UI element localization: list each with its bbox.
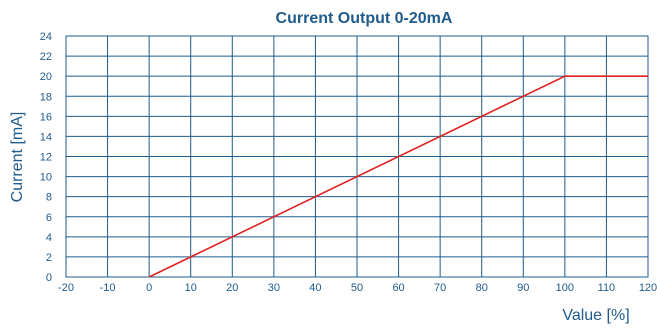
- y-tick-label: 12: [40, 152, 52, 164]
- x-tick-label: -20: [58, 282, 74, 294]
- y-tick-label: 10: [40, 172, 52, 184]
- x-tick-label: 0: [146, 282, 152, 294]
- y-tick-label: 0: [46, 272, 52, 284]
- y-tick-label: 22: [40, 51, 52, 63]
- x-tick-label: 70: [434, 282, 446, 294]
- x-tick-label: 20: [226, 282, 238, 294]
- x-tick-label: 120: [639, 282, 657, 294]
- y-tick-label: 4: [46, 232, 52, 244]
- y-tick-label: 8: [46, 192, 52, 204]
- x-tick-label: 90: [517, 282, 529, 294]
- x-tick-label: 100: [556, 282, 574, 294]
- y-tick-label: 16: [40, 111, 52, 123]
- plot-frame: [65, 35, 649, 278]
- series-line: [148, 75, 648, 278]
- x-tick-label: -10: [100, 282, 116, 294]
- x-tick-label: 40: [309, 282, 321, 294]
- y-tick-label: 2: [46, 252, 52, 264]
- grid: [65, 35, 649, 278]
- y-tick-label: 20: [40, 71, 52, 83]
- series-layer: [148, 75, 648, 278]
- tick-labels: -20 -10 0 10 20 30 40 50 60 70 80 90 100 110 120024681…: [40, 31, 657, 294]
- y-axis-label: Current [mA]: [9, 112, 26, 203]
- y-tick-label: 14: [40, 131, 52, 143]
- y-tick-label: 24: [40, 31, 52, 43]
- x-tick-label: 50: [351, 282, 363, 294]
- x-axis-label: Value [%]: [562, 307, 629, 324]
- chart-title: Current Output 0-20mA: [276, 10, 453, 27]
- x-tick-label: 10: [185, 282, 197, 294]
- x-tick-label: 80: [476, 282, 488, 294]
- y-tick-label: 6: [46, 212, 52, 224]
- y-tick-label: 18: [40, 91, 52, 103]
- x-tick-label: 60: [392, 282, 404, 294]
- x-tick-label: 30: [268, 282, 280, 294]
- x-tick-label: 110: [598, 282, 616, 294]
